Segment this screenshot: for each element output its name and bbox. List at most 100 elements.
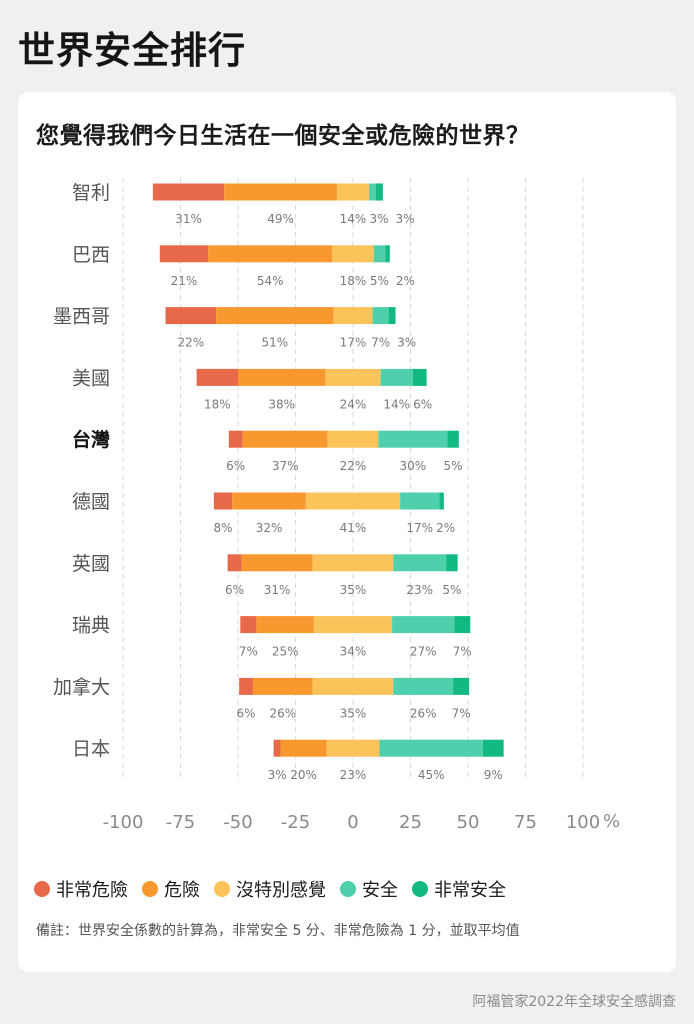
- bar-segment: [228, 430, 243, 448]
- data-label: 35%: [340, 583, 367, 597]
- x-tick-label: 75: [514, 812, 537, 833]
- bar-segment: [159, 245, 209, 263]
- bar-segment: [252, 677, 313, 695]
- legend-swatch: [34, 881, 50, 897]
- bar-segment: [446, 554, 458, 572]
- data-label: 7%: [452, 706, 471, 720]
- legend-label: 安全: [362, 880, 398, 901]
- bar-segment: [256, 616, 314, 634]
- bar-segment: [376, 183, 383, 201]
- bar-segment: [400, 492, 440, 510]
- data-label: 24%: [340, 397, 367, 411]
- data-label: 8%: [214, 521, 233, 535]
- bar-segment: [439, 492, 444, 510]
- x-tick-label: 50: [457, 812, 480, 833]
- bar-segment: [482, 739, 504, 757]
- footnote: 備註：世界安全係數的計算為，非常安全 5 分、非常危險為 1 分，並取平均值: [36, 923, 520, 939]
- data-label: 17%: [340, 336, 367, 350]
- data-label: 30%: [399, 459, 426, 473]
- bar-segment: [227, 554, 242, 572]
- legend-label: 非常危險: [56, 880, 128, 901]
- data-label: 6%: [237, 706, 256, 720]
- category-label: 墨西哥: [53, 306, 110, 328]
- category-label: 日本: [72, 738, 110, 760]
- data-label: 9%: [484, 768, 503, 782]
- chart-card: 您覺得我們今日生活在一個安全或危險的世界？ -100 -75 -50 -25 0 25 50…: [18, 92, 676, 972]
- data-label: 6%: [413, 397, 432, 411]
- bar-segment: [325, 368, 381, 386]
- legend-item-very-dangerous: 非常危險: [34, 876, 128, 902]
- data-label: 2%: [436, 521, 455, 535]
- data-label: 49%: [267, 212, 294, 226]
- x-tick-label: -50: [223, 812, 252, 833]
- bar-segment: [196, 368, 238, 386]
- data-label: 3%: [395, 212, 414, 226]
- data-label: 22%: [340, 459, 367, 473]
- data-label: 14%: [340, 212, 367, 226]
- bar-segment: [369, 183, 376, 201]
- bar-segment: [336, 183, 370, 201]
- data-label: 23%: [406, 583, 433, 597]
- data-label: 18%: [340, 274, 367, 288]
- bar-segment: [224, 183, 337, 201]
- category-label: 巴西: [72, 244, 110, 266]
- bar-segment: [238, 368, 326, 386]
- bar-segment: [239, 677, 253, 695]
- data-label: 37%: [272, 459, 299, 473]
- chart-title: 您覺得我們今日生活在一個安全或危險的世界？: [36, 123, 530, 149]
- bar-segment: [447, 430, 459, 448]
- data-label: 2%: [396, 274, 415, 288]
- x-tick-label: 100: [566, 812, 600, 833]
- category-label: 美國: [72, 367, 110, 389]
- data-label: 20%: [290, 768, 317, 782]
- bar-segment: [393, 677, 454, 695]
- bar-segment: [453, 677, 470, 695]
- bar-segment: [378, 430, 448, 448]
- category-label: 加拿大: [53, 675, 110, 698]
- bar-segment: [216, 307, 334, 325]
- bar-segment: [313, 616, 393, 634]
- legend-swatch: [412, 881, 428, 897]
- bar-segment: [280, 739, 327, 757]
- data-label: 7%: [453, 645, 472, 659]
- x-unit-label: %: [603, 811, 620, 832]
- data-label: 31%: [264, 583, 291, 597]
- data-label: 54%: [257, 274, 284, 288]
- data-label: 3%: [268, 768, 287, 782]
- data-label: 17%: [406, 521, 433, 535]
- bar-segment: [312, 677, 394, 695]
- legend-label: 危險: [164, 880, 200, 901]
- legend-swatch: [340, 881, 356, 897]
- legend-item-safe: 安全: [340, 876, 398, 902]
- legend-label: 非常安全: [434, 880, 506, 901]
- bar-segment: [273, 739, 281, 757]
- bar-segment: [385, 245, 390, 263]
- bar-segment: [373, 245, 386, 263]
- data-label: 23%: [340, 768, 367, 782]
- x-tick-label: 25: [399, 812, 422, 833]
- data-label: 7%: [371, 336, 390, 350]
- bar-segment: [242, 430, 328, 448]
- data-label: 21%: [171, 274, 198, 288]
- data-label: 6%: [226, 459, 245, 473]
- data-label: 27%: [410, 645, 437, 659]
- x-tick-label: -100: [103, 812, 144, 833]
- data-label: 7%: [239, 645, 258, 659]
- bar-segment: [379, 739, 483, 757]
- legend-item-dangerous: 危險: [142, 876, 200, 902]
- data-label: 26%: [410, 706, 437, 720]
- legend-swatch: [142, 881, 158, 897]
- source-credit: 阿福管家2022年全球安全感調查: [472, 994, 676, 1010]
- data-label: 6%: [225, 583, 244, 597]
- data-label: 5%: [370, 274, 389, 288]
- data-label: 3%: [397, 336, 416, 350]
- data-label: 45%: [418, 768, 445, 782]
- data-label: 18%: [204, 397, 231, 411]
- data-label: 38%: [268, 397, 295, 411]
- bar-segment: [165, 307, 217, 325]
- bar-segment: [213, 492, 233, 510]
- x-tick-label: 0: [347, 812, 358, 833]
- bar-segment: [240, 616, 257, 634]
- x-tick-label: -75: [166, 812, 195, 833]
